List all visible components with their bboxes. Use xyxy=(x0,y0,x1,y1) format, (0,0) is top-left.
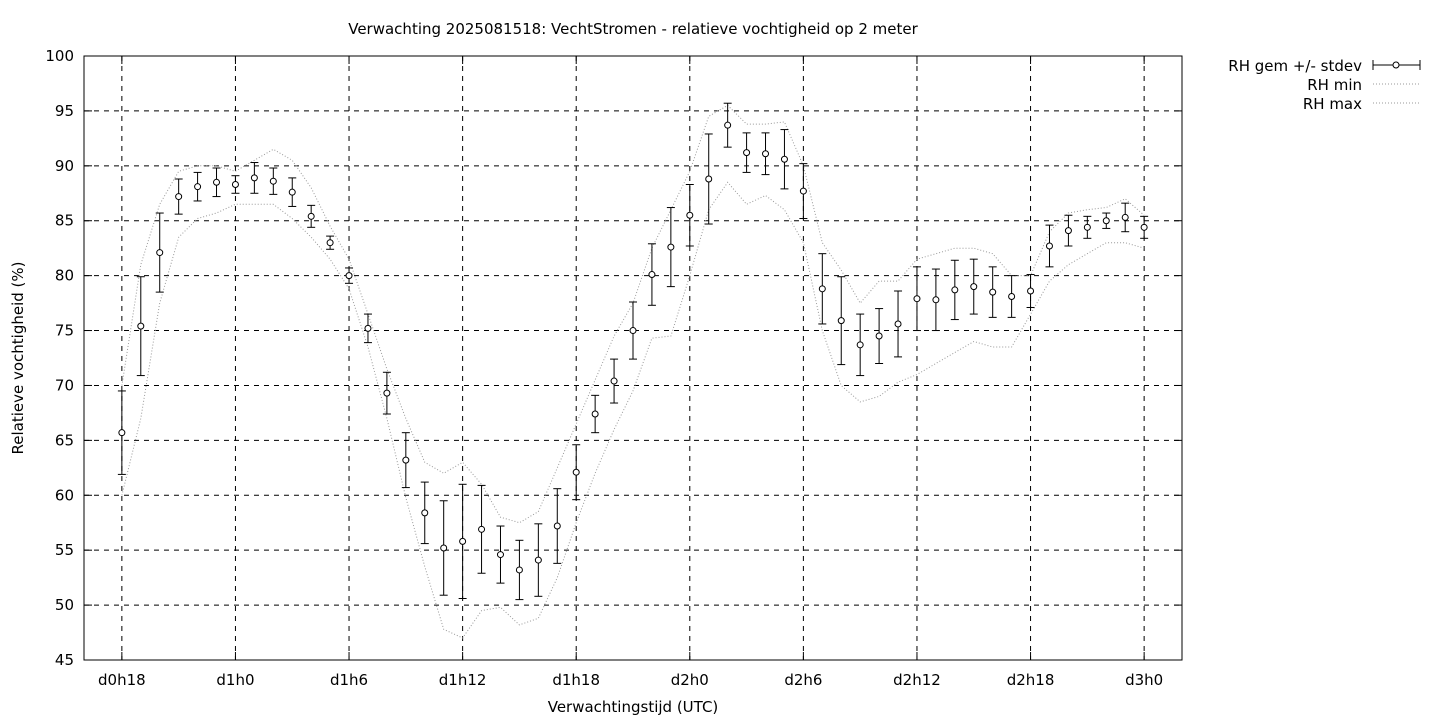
legend-label-mean: RH gem +/- stdev xyxy=(1228,57,1362,75)
y-tick-label: 45 xyxy=(55,651,74,669)
data-point-rh-mean xyxy=(856,341,864,349)
y-tick-label: 80 xyxy=(55,267,74,285)
data-point-rh-mean xyxy=(780,155,788,163)
data-point-rh-mean xyxy=(156,249,164,257)
data-point-rh-mean xyxy=(553,522,561,530)
data-point-rh-mean xyxy=(1064,227,1072,235)
data-point-rh-mean xyxy=(591,410,599,418)
data-point-rh-mean xyxy=(818,285,826,293)
data-point-rh-mean xyxy=(648,271,656,279)
x-tick-label: d2h0 xyxy=(671,671,709,689)
legend-label-max: RH max xyxy=(1303,95,1362,113)
data-point-rh-mean xyxy=(743,149,751,157)
data-point-rh-mean xyxy=(1121,213,1129,221)
axes: 45 50 55 60 65 70 75 80 85 90 95 100 d0h18 d1h0 d1h6 d1… xyxy=(45,47,1183,689)
data-point-rh-mean xyxy=(705,175,713,183)
data-point-rh-mean xyxy=(762,150,770,158)
data-point-rh-mean xyxy=(1140,223,1148,231)
y-tick-label: 60 xyxy=(55,486,74,504)
data-point-rh-mean xyxy=(421,509,429,517)
data-point-rh-mean xyxy=(175,193,183,201)
x-tick-label: d0h18 xyxy=(98,671,146,689)
data-point-rh-mean xyxy=(1102,217,1110,225)
chart-title: Verwachting 2025081518: VechtStromen - r… xyxy=(348,20,918,38)
data-point-rh-mean xyxy=(137,322,145,330)
data-point-rh-mean xyxy=(118,429,126,437)
y-tick-label: 70 xyxy=(55,376,74,394)
y-tick-label: 85 xyxy=(55,212,74,230)
legend-entry-min: RH min xyxy=(1307,76,1420,94)
x-tick-label: d2h18 xyxy=(1007,671,1055,689)
series-line-rh-min xyxy=(121,181,1145,639)
grid xyxy=(84,56,1182,660)
data-point-rh-mean xyxy=(686,211,694,219)
data-point-rh-mean xyxy=(231,180,239,188)
y-tick-label: 75 xyxy=(55,322,74,340)
legend: RH gem +/- stdev RH min RH max xyxy=(1228,57,1421,113)
data-point-rh-mean xyxy=(194,183,202,191)
data-point-rh-mean xyxy=(610,377,618,385)
data-point-rh-mean xyxy=(440,544,448,552)
data-point-rh-mean xyxy=(213,178,221,186)
y-tick-label: 100 xyxy=(45,47,74,65)
series xyxy=(117,102,1149,639)
x-tick-label: d1h18 xyxy=(552,671,600,689)
data-point-rh-mean xyxy=(364,324,372,332)
legend-entry-mean: RH gem +/- stdev xyxy=(1228,57,1421,75)
data-point-rh-mean xyxy=(515,566,523,574)
data-point-rh-mean xyxy=(913,295,921,303)
data-point-rh-mean xyxy=(478,525,486,533)
plot-frame xyxy=(83,55,1183,661)
y-tick-label: 95 xyxy=(55,102,74,120)
data-point-rh-mean xyxy=(288,188,296,196)
x-tick-label: d2h6 xyxy=(784,671,822,689)
x-tick-label: d1h0 xyxy=(216,671,254,689)
data-point-rh-mean xyxy=(932,296,940,304)
data-point-rh-mean xyxy=(326,239,334,247)
x-tick-label: d1h6 xyxy=(330,671,368,689)
data-point-rh-mean xyxy=(894,320,902,328)
data-point-rh-mean xyxy=(345,272,353,280)
data-point-rh-mean xyxy=(383,389,391,397)
data-point-rh-mean xyxy=(402,456,410,464)
data-point-rh-mean xyxy=(496,551,504,559)
data-point-rh-mean xyxy=(572,468,580,476)
x-axis-label: Verwachtingstijd (UTC) xyxy=(548,698,719,716)
legend-entry-max: RH max xyxy=(1303,95,1420,113)
x-tick-label: d3h0 xyxy=(1125,671,1163,689)
legend-label-min: RH min xyxy=(1307,76,1362,94)
data-point-rh-mean xyxy=(269,177,277,185)
data-point-rh-mean xyxy=(1045,242,1053,250)
data-point-rh-mean xyxy=(799,187,807,195)
x-tick-label: d1h12 xyxy=(439,671,487,689)
data-point-rh-mean xyxy=(250,174,258,182)
y-tick-label: 55 xyxy=(55,541,74,559)
data-point-rh-mean xyxy=(1008,293,1016,301)
y-axis-label: Relatieve vochtigheid (%) xyxy=(9,261,27,454)
data-point-rh-mean xyxy=(1027,287,1035,295)
y-tick-label: 50 xyxy=(55,596,74,614)
data-point-rh-mean xyxy=(989,288,997,296)
data-point-rh-mean xyxy=(534,556,542,564)
x-tick-label: d2h12 xyxy=(893,671,941,689)
data-point-rh-mean xyxy=(667,243,675,251)
data-point-rh-mean xyxy=(307,212,315,220)
data-point-rh-mean xyxy=(970,283,978,291)
data-point-rh-mean xyxy=(724,121,732,129)
y-tick-label: 65 xyxy=(55,431,74,449)
data-point-rh-mean xyxy=(837,317,845,325)
data-point-rh-mean xyxy=(1083,223,1091,231)
data-point-rh-mean xyxy=(629,327,637,335)
data-point-rh-mean xyxy=(951,286,959,294)
y-tick-label: 90 xyxy=(55,157,74,175)
data-point-rh-mean xyxy=(459,537,467,545)
data-point-rh-mean xyxy=(875,332,883,340)
